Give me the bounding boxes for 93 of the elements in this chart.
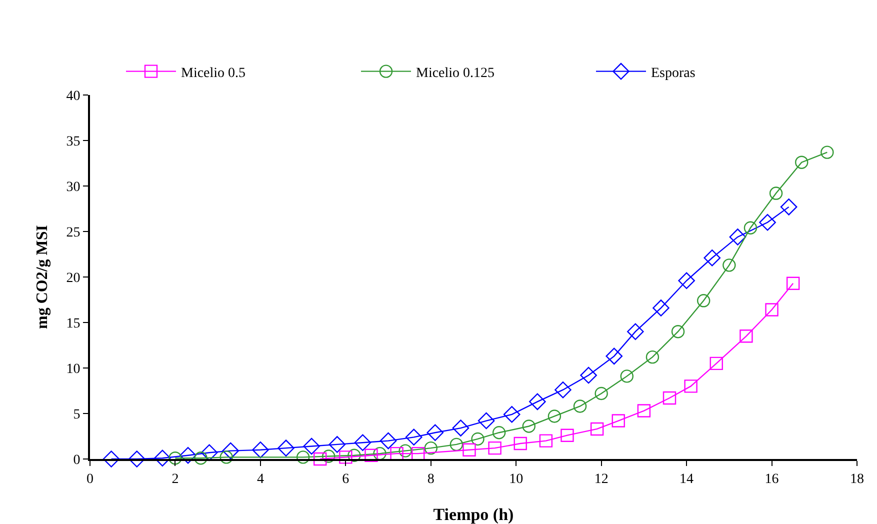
point bbox=[620, 370, 634, 383]
point bbox=[296, 450, 310, 464]
point bbox=[354, 434, 372, 452]
y-tick-label: 0 bbox=[73, 452, 80, 468]
point bbox=[314, 452, 327, 466]
point bbox=[627, 323, 644, 340]
y-tick-label: 5 bbox=[73, 407, 80, 422]
y-axis-title: mg CO2/g MSI bbox=[34, 225, 51, 329]
y-tick-label: 15 bbox=[66, 316, 80, 332]
point bbox=[671, 325, 685, 338]
point bbox=[222, 442, 240, 460]
point bbox=[462, 443, 476, 456]
point bbox=[765, 303, 778, 316]
x-tick-label: 12 bbox=[594, 472, 608, 487]
point bbox=[492, 426, 506, 440]
point bbox=[548, 410, 562, 423]
x-tick-label: 18 bbox=[850, 472, 864, 487]
x-axis-title: Tiempo (h) bbox=[433, 505, 514, 524]
point bbox=[452, 420, 470, 436]
point bbox=[759, 214, 776, 231]
point bbox=[795, 156, 808, 169]
point bbox=[194, 451, 208, 465]
point bbox=[637, 404, 651, 418]
point bbox=[612, 414, 625, 428]
point bbox=[364, 448, 378, 462]
point bbox=[426, 424, 444, 442]
point bbox=[704, 249, 721, 266]
legend-label: Esporas bbox=[651, 66, 696, 81]
y-tick-label: 30 bbox=[66, 180, 80, 195]
point bbox=[580, 366, 597, 384]
point bbox=[128, 450, 146, 468]
point bbox=[652, 300, 670, 316]
point bbox=[560, 428, 574, 442]
x-tick-label: 0 bbox=[86, 472, 94, 487]
x-tick-label: 2 bbox=[172, 472, 179, 487]
y-tick-label: 35 bbox=[66, 134, 80, 150]
point bbox=[478, 412, 495, 430]
point bbox=[278, 440, 294, 456]
point bbox=[769, 186, 783, 200]
x-tick-label: 14 bbox=[680, 472, 694, 487]
point bbox=[328, 436, 346, 453]
point bbox=[646, 350, 660, 364]
point bbox=[322, 450, 336, 463]
x-tick-label: 6 bbox=[342, 472, 350, 487]
point bbox=[710, 356, 723, 370]
point bbox=[820, 146, 834, 159]
point bbox=[514, 436, 527, 450]
point bbox=[678, 272, 695, 290]
point bbox=[740, 330, 753, 343]
point bbox=[450, 438, 464, 452]
y-tick-label: 10 bbox=[66, 362, 80, 377]
legend-label: Micelio 0.125 bbox=[416, 66, 495, 81]
point bbox=[424, 441, 438, 455]
point bbox=[398, 444, 412, 458]
point bbox=[662, 391, 676, 405]
point bbox=[554, 381, 572, 398]
x-tick-label: 10 bbox=[509, 472, 524, 487]
point bbox=[744, 221, 758, 234]
point bbox=[503, 406, 520, 423]
point bbox=[529, 393, 546, 410]
point bbox=[522, 420, 536, 433]
point bbox=[168, 451, 182, 465]
point bbox=[380, 432, 397, 450]
point bbox=[729, 228, 746, 246]
point bbox=[606, 348, 623, 365]
point bbox=[154, 450, 171, 466]
point bbox=[722, 258, 736, 272]
point bbox=[303, 438, 320, 455]
y-tick-label: 25 bbox=[66, 225, 80, 240]
point bbox=[573, 400, 587, 413]
x-tick-label: 4 bbox=[256, 472, 264, 487]
point bbox=[697, 294, 710, 308]
y-tick-label: 40 bbox=[66, 88, 80, 104]
point bbox=[180, 446, 196, 464]
x-tick-label: 16 bbox=[764, 472, 779, 487]
point bbox=[405, 428, 422, 446]
point bbox=[786, 276, 800, 290]
point bbox=[471, 432, 484, 446]
point bbox=[348, 448, 361, 462]
point bbox=[488, 441, 502, 455]
point bbox=[339, 450, 352, 464]
point bbox=[200, 444, 218, 462]
x-tick-label: 8 bbox=[427, 472, 434, 487]
point bbox=[252, 442, 269, 458]
point bbox=[780, 198, 798, 216]
point bbox=[102, 450, 120, 468]
point bbox=[684, 380, 698, 393]
point bbox=[590, 422, 604, 436]
y-tick-label: 20 bbox=[66, 270, 80, 286]
legend-label: Micelio 0.5 bbox=[181, 66, 246, 81]
point bbox=[539, 434, 553, 448]
point bbox=[373, 446, 386, 460]
point bbox=[594, 386, 608, 400]
